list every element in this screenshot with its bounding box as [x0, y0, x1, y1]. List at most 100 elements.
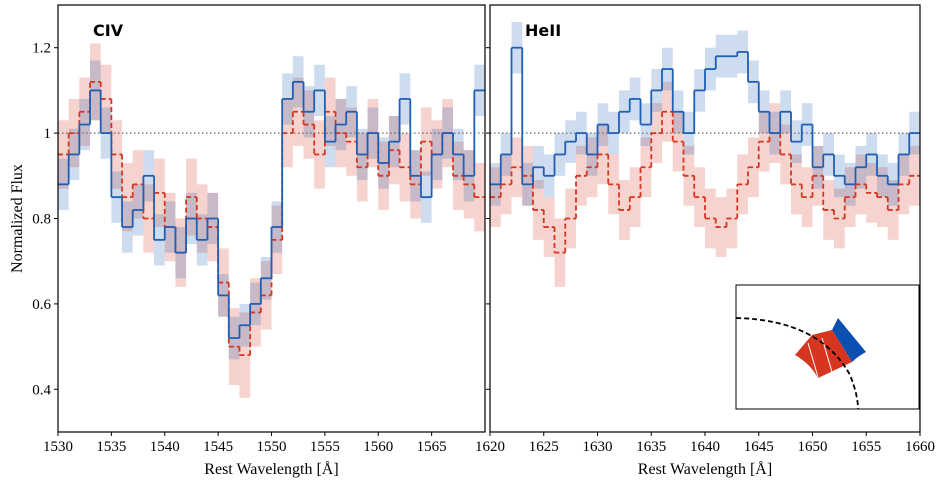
error-band: [346, 107, 357, 176]
error-band: [250, 278, 261, 347]
error-band: [855, 154, 867, 215]
error-band: [597, 124, 609, 185]
error-band: [79, 77, 91, 146]
error-band: [543, 197, 555, 257]
error-band: [378, 141, 389, 210]
error-band: [399, 133, 411, 202]
error-band: [748, 137, 759, 198]
error-band: [586, 137, 598, 198]
error-band: [565, 188, 576, 249]
error-band: [533, 180, 544, 240]
inset: [735, 284, 920, 410]
inset-wedge-red: [795, 330, 852, 378]
error-band: [694, 167, 705, 228]
error-band: [196, 184, 208, 253]
error-band: [356, 133, 368, 202]
error-band: [683, 145, 695, 206]
inset-stripe: [807, 342, 819, 378]
x-tick-label: 1550: [257, 439, 287, 455]
x-tick-label: 1545: [203, 439, 233, 455]
x-axis-label: Rest Wavelength [Å]: [638, 460, 772, 478]
error-band: [522, 145, 533, 206]
error-band: [780, 124, 791, 185]
error-band: [420, 107, 432, 176]
x-tick-label: 1655: [851, 439, 881, 455]
error-band: [554, 218, 566, 287]
error-band: [260, 261, 272, 330]
x-tick-label: 1640: [690, 439, 720, 455]
error-band: [909, 145, 920, 206]
y-tick-label: 1: [44, 126, 52, 142]
error-band: [324, 77, 336, 146]
error-band: [500, 154, 512, 215]
x-tick-label: 1535: [96, 439, 126, 455]
inset-wedge-blue: [832, 318, 866, 362]
error-band: [143, 184, 155, 253]
error-band: [314, 120, 325, 189]
y-tick-label: 0.6: [32, 297, 51, 313]
error-band: [608, 154, 619, 215]
x-axis-label: Rest Wavelength [Å]: [204, 460, 338, 478]
x-tick-label: 1650: [798, 439, 828, 455]
x-tick-label: 1560: [363, 439, 393, 455]
error-band: [887, 180, 899, 240]
error-band: [629, 167, 641, 228]
error-band: [726, 188, 738, 249]
x-tick-label: 1625: [529, 439, 559, 455]
error-band: [100, 64, 112, 134]
error-band: [90, 43, 101, 121]
x-tick-label: 1645: [744, 439, 774, 455]
panel-annotation: CIV: [93, 21, 124, 40]
error-band: [410, 150, 421, 219]
error-band: [866, 162, 877, 223]
error-band: [705, 188, 716, 249]
x-tick-label: 1555: [310, 439, 340, 455]
error-band: [228, 308, 240, 386]
error-band: [452, 141, 464, 210]
error-band: [282, 98, 293, 168]
error-band: [122, 162, 133, 232]
error-band: [844, 167, 856, 228]
x-tick-label: 1565: [417, 439, 447, 455]
error-band: [463, 150, 475, 219]
error-band: [791, 154, 802, 215]
error-band: [207, 192, 219, 262]
x-tick-label: 1620: [475, 439, 505, 455]
y-tick-label: 0.8: [32, 212, 51, 228]
error-band: [58, 120, 69, 189]
error-band: [218, 248, 229, 317]
y-tick-label: 1.2: [32, 41, 51, 57]
error-band: [154, 158, 165, 228]
error-band: [737, 154, 748, 215]
error-band: [111, 120, 123, 189]
error-band: [303, 90, 315, 159]
error-band: [823, 180, 834, 240]
error-band: [651, 103, 662, 163]
error-band: [511, 137, 523, 198]
x-tick-label: 1540: [150, 439, 180, 455]
error-band: [388, 116, 400, 185]
error-band: [758, 111, 770, 172]
error-band: [619, 180, 630, 240]
error-band: [132, 150, 144, 219]
error-band: [834, 188, 845, 249]
x-tick-label: 1660: [905, 439, 935, 455]
error-band: [662, 81, 673, 142]
error-band: [898, 154, 910, 215]
error-band: [576, 145, 587, 206]
error-band: [715, 197, 727, 257]
x-tick-label: 1530: [43, 439, 73, 455]
error-band: [335, 98, 347, 168]
y-tick-label: 0.4: [32, 382, 51, 398]
error-band: [239, 312, 251, 398]
inset-arc: [735, 317, 859, 410]
error-band: [292, 77, 304, 146]
x-tick-label: 1635: [636, 439, 666, 455]
x-tick-label: 1630: [583, 439, 613, 455]
error-band: [490, 167, 501, 228]
error-band: [672, 111, 684, 172]
error-band: [640, 137, 652, 198]
panel-annotation: HeII: [525, 21, 561, 40]
error-band: [186, 158, 197, 236]
